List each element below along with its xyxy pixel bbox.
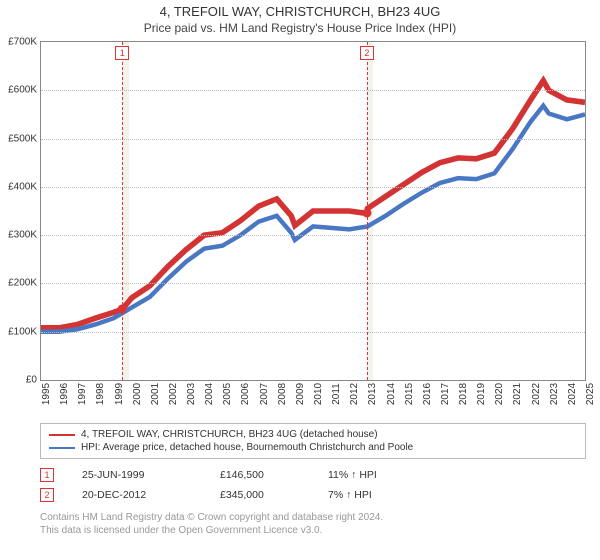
transaction-number-box: 1 [40, 468, 54, 482]
x-axis-label: 2008 [277, 383, 288, 405]
transaction-marker-box: 1 [115, 46, 129, 60]
x-axis-label: 2000 [132, 383, 143, 405]
attribution-line-1: Contains HM Land Registry data © Crown c… [40, 511, 586, 524]
y-axis-label: £0 [1, 375, 41, 386]
x-axis-label: 1995 [41, 383, 52, 405]
transaction-date: 20-DEC-2012 [82, 489, 192, 501]
legend-swatch [49, 434, 75, 436]
transaction-delta: 7% ↑ HPI [328, 489, 372, 501]
x-axis-label: 2010 [313, 383, 324, 405]
x-axis-label: 2023 [549, 383, 560, 405]
x-axis-label: 2009 [295, 383, 306, 405]
x-axis-label: 2012 [349, 383, 360, 405]
y-axis-label: £400K [1, 181, 41, 192]
chart-title-block: 4, TREFOIL WAY, CHRISTCHURCH, BH23 4UG P… [0, 0, 600, 35]
x-axis-label: 2011 [331, 383, 342, 405]
x-axis-label: 2006 [240, 383, 251, 405]
x-axis-label: 2014 [386, 383, 397, 405]
x-axis-label: 2024 [567, 383, 578, 405]
x-axis-label: 2002 [168, 383, 179, 405]
transaction-dot [362, 209, 371, 218]
x-axis-label: 2025 [585, 383, 596, 405]
x-axis-label: 2020 [494, 383, 505, 405]
transaction-price: £146,500 [220, 469, 300, 481]
transaction-date: 25-JUN-1999 [82, 469, 192, 481]
price-chart: £0£100K£200K£300K£400K£500K£600K£700K199… [40, 41, 586, 381]
attribution-text: Contains HM Land Registry data © Crown c… [40, 511, 586, 537]
legend-row: 4, TREFOIL WAY, CHRISTCHURCH, BH23 4UG (… [49, 428, 577, 441]
transaction-marker-line [122, 42, 123, 380]
legend-swatch [49, 447, 75, 449]
x-axis-label: 1997 [77, 383, 88, 405]
y-axis-label: £300K [1, 230, 41, 241]
y-axis-label: £200K [1, 278, 41, 289]
x-axis-label: 2018 [458, 383, 469, 405]
y-axis-label: £100K [1, 326, 41, 337]
chart-legend: 4, TREFOIL WAY, CHRISTCHURCH, BH23 4UG (… [40, 423, 586, 459]
attribution-line-2: This data is licensed under the Open Gov… [40, 524, 586, 537]
legend-label: HPI: Average price, detached house, Bour… [81, 442, 413, 453]
x-axis-label: 2017 [440, 383, 451, 405]
x-axis-label: 2019 [476, 383, 487, 405]
legend-label: 4, TREFOIL WAY, CHRISTCHURCH, BH23 4UG (… [81, 429, 378, 440]
transaction-number-box: 2 [40, 488, 54, 502]
x-axis-label: 2007 [259, 383, 270, 405]
transaction-row: 2 20-DEC-2012 £345,000 7% ↑ HPI [40, 485, 586, 505]
x-axis-label: 2021 [512, 383, 523, 405]
transaction-marker-box: 2 [360, 46, 374, 60]
x-axis-label: 2016 [422, 383, 433, 405]
chart-subtitle: Price paid vs. HM Land Registry's House … [0, 21, 600, 35]
x-axis-label: 2013 [367, 383, 378, 405]
x-axis-label: 2003 [186, 383, 197, 405]
x-axis-label: 2004 [204, 383, 215, 405]
x-axis-label: 1996 [59, 383, 70, 405]
x-axis-label: 2005 [222, 383, 233, 405]
transaction-price: £345,000 [220, 489, 300, 501]
chart-title: 4, TREFOIL WAY, CHRISTCHURCH, BH23 4UG [0, 4, 600, 19]
x-axis-label: 1999 [114, 383, 125, 405]
legend-row: HPI: Average price, detached house, Bour… [49, 441, 577, 454]
x-axis-label: 2015 [404, 383, 415, 405]
x-axis-label: 2022 [531, 383, 542, 405]
y-axis-label: £700K [1, 37, 41, 48]
transaction-delta: 11% ↑ HPI [328, 469, 377, 481]
transaction-dot [118, 305, 127, 314]
y-axis-label: £600K [1, 85, 41, 96]
x-axis-label: 1998 [95, 383, 106, 405]
x-axis-label: 2001 [150, 383, 161, 405]
transactions-table: 1 25-JUN-1999 £146,500 11% ↑ HPI 2 20-DEC-201… [40, 465, 586, 505]
transaction-row: 1 25-JUN-1999 £146,500 11% ↑ HPI [40, 465, 586, 485]
y-axis-label: £500K [1, 133, 41, 144]
